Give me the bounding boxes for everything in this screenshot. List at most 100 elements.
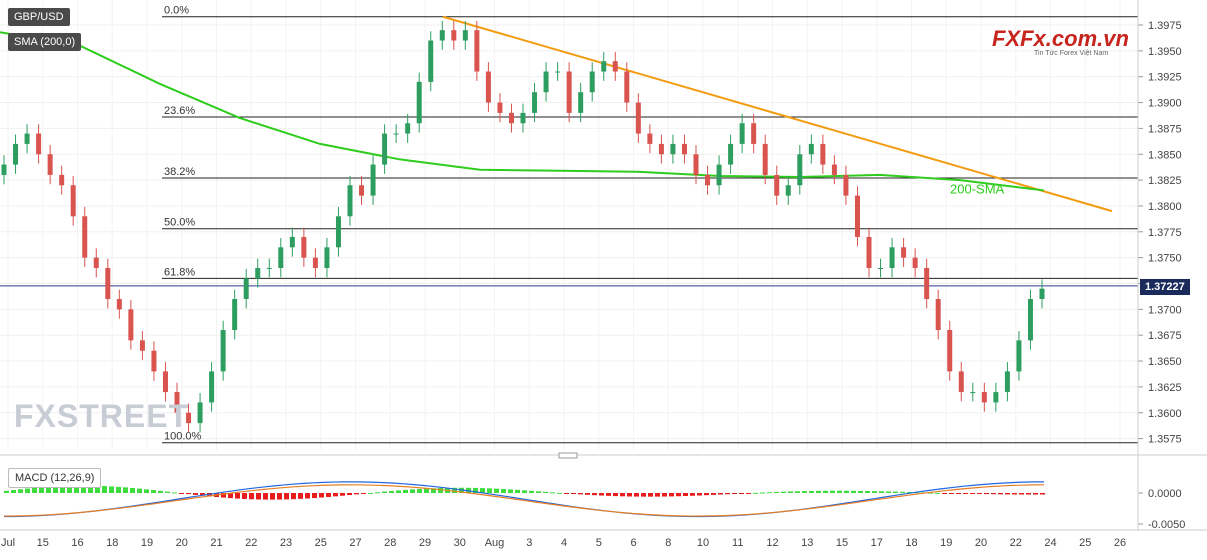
macd-negative-bar [277, 493, 282, 500]
bearish-candle [854, 195, 860, 237]
macd-positive-bar [844, 490, 849, 493]
macd-negative-bar [718, 493, 723, 495]
macd-positive-bar [886, 491, 891, 493]
date-tick-label: 3 [526, 537, 532, 549]
macd-positive-bar [396, 490, 401, 493]
macd-positive-bar [88, 485, 93, 493]
macd-positive-bar [473, 487, 478, 493]
bearish-candle [924, 267, 930, 300]
macd-negative-bar [347, 493, 352, 496]
bullish-candle [209, 371, 215, 403]
date-tick-label: 12 [766, 537, 778, 549]
bullish-candle [220, 330, 226, 372]
macd-positive-bar [417, 488, 422, 493]
macd-negative-bar [690, 493, 695, 496]
macd-negative-bar [1040, 493, 1045, 495]
bearish-candle [139, 340, 145, 351]
bearish-candle [174, 392, 180, 413]
macd-positive-bar [928, 492, 933, 494]
price-tick-label: 1.3800 [1148, 201, 1182, 213]
fib-label: 0.0% [164, 5, 189, 17]
bearish-candle [635, 102, 641, 134]
date-tick-label: 17 [871, 537, 883, 549]
bullish-candle [393, 133, 399, 135]
bearish-candle [186, 412, 192, 424]
macd-negative-bar [599, 493, 604, 496]
bearish-candle [359, 185, 365, 196]
price-tick-label: 1.3975 [1148, 20, 1182, 32]
symbol-label: GBP/USD [8, 8, 70, 26]
bullish-candle [324, 247, 330, 268]
macd-negative-bar [606, 493, 611, 496]
bearish-candle [843, 174, 849, 196]
bearish-candle [751, 123, 757, 144]
bearish-candle [624, 71, 630, 103]
macd-negative-bar [1019, 493, 1024, 495]
macd-negative-bar [340, 493, 345, 496]
macd-negative-bar [634, 493, 639, 497]
macd-positive-bar [144, 489, 149, 493]
macd-negative-bar [228, 493, 233, 499]
bearish-candle [935, 299, 941, 331]
bearish-candle [451, 30, 457, 41]
macd-positive-bar [123, 487, 128, 493]
macd-positive-bar [32, 487, 37, 493]
bullish-candle [1016, 340, 1022, 372]
macd-positive-bar [879, 491, 884, 493]
bullish-candle [232, 299, 238, 331]
bullish-candle [428, 40, 434, 82]
bullish-candle [370, 164, 376, 196]
macd-positive-bar [522, 490, 527, 493]
bullish-candle [266, 267, 272, 269]
macd-positive-bar [550, 492, 555, 494]
date-tick-label: 22 [245, 537, 257, 549]
date-tick-label: 4 [561, 537, 567, 549]
bullish-candle [197, 402, 203, 424]
macd-positive-bar [18, 489, 23, 493]
bearish-candle [658, 143, 664, 155]
date-tick-label: 11 [732, 537, 743, 549]
macd-positive-bar [536, 491, 541, 493]
date-tick-label: 24 [1044, 537, 1056, 549]
macd-negative-bar [669, 493, 674, 497]
macd-positive-bar [46, 486, 51, 493]
date-tick-label: 21 [210, 537, 222, 549]
date-tick-label: 29 [419, 537, 431, 549]
macd-signal-line [3, 484, 1045, 517]
price-tick-label: 1.3600 [1148, 408, 1182, 420]
bearish-candle [497, 102, 503, 113]
date-tick-label: 27 [349, 537, 361, 549]
macd-positive-bar [809, 490, 814, 493]
macd-negative-bar [291, 493, 296, 500]
macd-negative-bar [354, 493, 359, 495]
bullish-candle [1039, 288, 1045, 300]
macd-positive-bar [116, 486, 121, 493]
bearish-candle [151, 350, 157, 372]
bullish-candle [382, 133, 388, 165]
bearish-candle [47, 154, 53, 175]
bearish-candle [912, 257, 918, 268]
bullish-candle [1, 164, 7, 175]
macd-negative-bar [977, 493, 982, 494]
macd-negative-bar [592, 493, 597, 496]
date-tick-label: 23 [280, 537, 292, 549]
date-tick-label: 26 [1114, 537, 1126, 549]
macd-positive-bar [893, 491, 898, 493]
macd-negative-bar [200, 493, 205, 496]
bearish-candle [612, 61, 618, 72]
sma-indicator-label: SMA (200,0) [8, 33, 82, 51]
bullish-candle [739, 123, 745, 144]
bullish-candle [335, 216, 341, 248]
macd-positive-bar [95, 485, 100, 493]
bearish-candle [301, 236, 307, 258]
date-tick-label: 18 [106, 537, 118, 549]
macd-positive-bar [515, 489, 520, 493]
macd-negative-bar [970, 493, 975, 494]
macd-negative-bar [676, 493, 681, 497]
bearish-candle [958, 371, 964, 393]
macd-positive-bar [102, 486, 107, 493]
date-tick-label: Aug [485, 537, 505, 549]
macd-negative-bar [627, 493, 632, 497]
fib-label: 23.6% [164, 105, 195, 117]
macd-negative-bar [641, 493, 646, 497]
